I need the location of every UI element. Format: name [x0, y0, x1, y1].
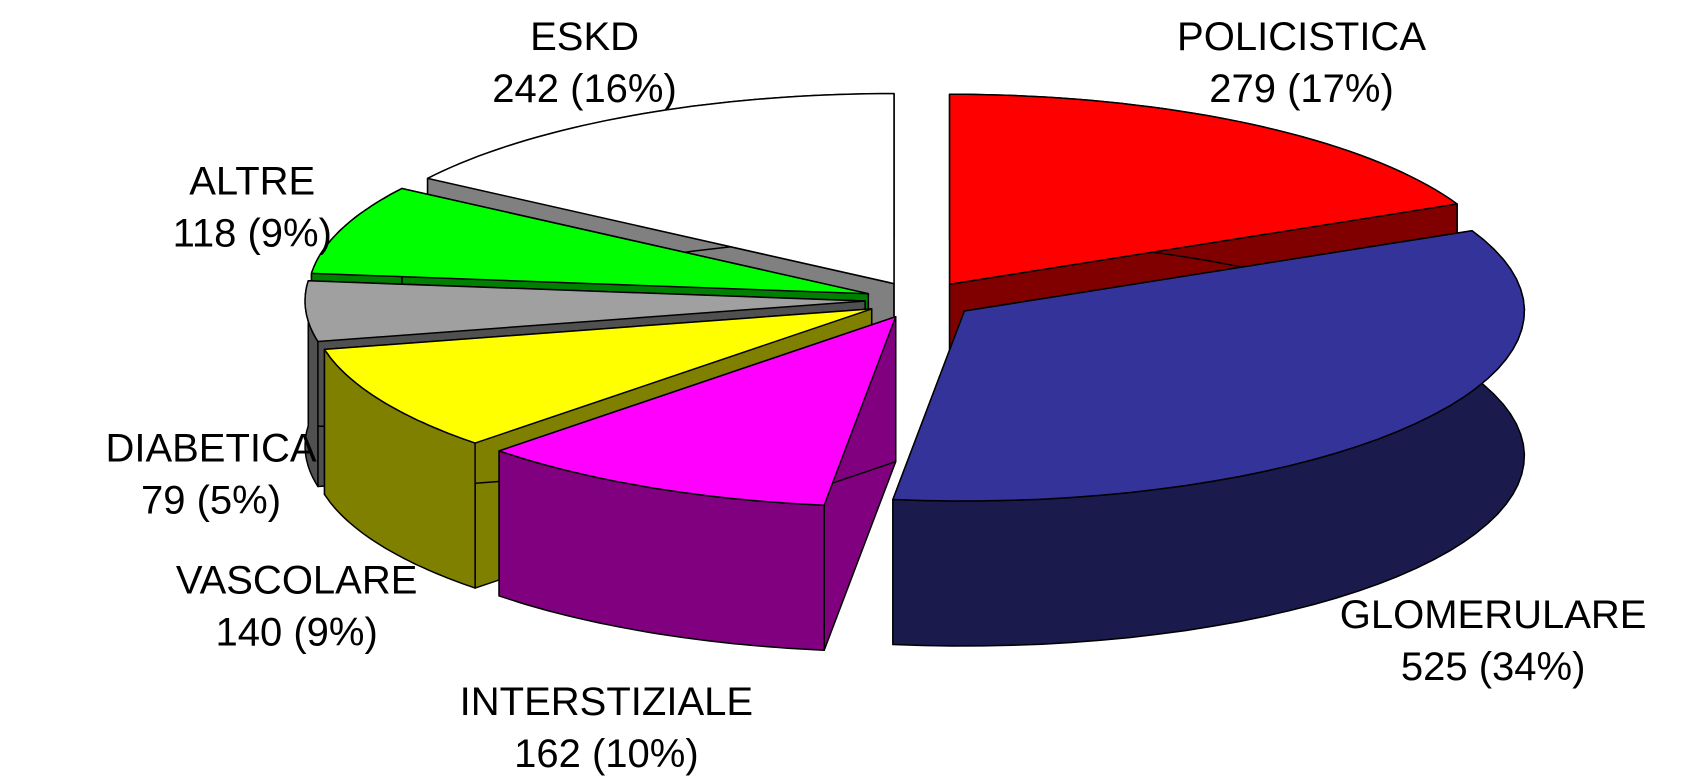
value-label: 242 (16%) [492, 67, 677, 111]
slice-top [948, 93, 1458, 286]
slice-top [310, 187, 870, 295]
slice-top [304, 280, 866, 343]
slice-label: DIABETICA 79 (5%) [105, 427, 316, 523]
value-label: 279 (17%) [1209, 67, 1394, 111]
category-label: ESKD [530, 15, 639, 59]
value-label: 140 (9%) [215, 610, 377, 654]
slice-top [498, 315, 897, 506]
category-label: GLOMERULARE [1340, 593, 1647, 637]
value-label: 162 (10%) [514, 732, 699, 776]
slice [498, 315, 897, 651]
slice-label: ESKD 242 (16%) [492, 15, 677, 111]
slice-label: VASCOLARE 140 (9%) [176, 558, 418, 654]
slice-label: INTERSTIZIALE 162 (10%) [460, 680, 753, 776]
slice-label: POLICISTICA 279 (17%) [1177, 15, 1426, 111]
slice-top [426, 92, 895, 285]
category-label: ALTRE [189, 160, 315, 204]
category-label: VASCOLARE [176, 558, 418, 602]
category-label: POLICISTICA [1177, 15, 1426, 59]
slice-top [323, 308, 873, 444]
value-label: 79 (5%) [141, 479, 281, 523]
category-label: INTERSTIZIALE [460, 680, 753, 724]
slice [892, 229, 1526, 647]
slice-label: GLOMERULARE 525 (34%) [1340, 593, 1647, 689]
category-label: DIABETICA [105, 427, 316, 471]
slice-label: ALTRE 118 (9%) [173, 160, 332, 256]
slice-top [892, 229, 1526, 502]
value-label: 118 (9%) [173, 212, 332, 256]
value-label: 525 (34%) [1401, 645, 1586, 689]
